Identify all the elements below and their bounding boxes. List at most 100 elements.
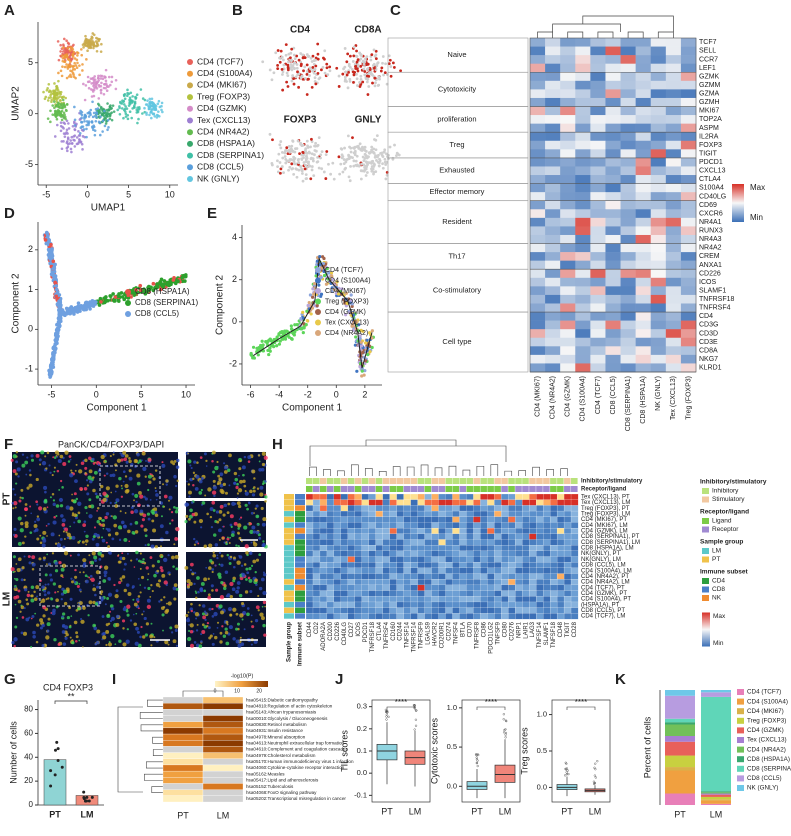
point <box>354 335 358 339</box>
cell <box>15 482 18 485</box>
heatmap-cell <box>459 510 467 518</box>
cell <box>250 564 254 567</box>
cell <box>172 565 175 568</box>
point <box>366 93 370 96</box>
annotation-cell <box>403 486 411 492</box>
heatmap-cell <box>556 510 565 518</box>
cell <box>232 637 236 641</box>
cell <box>209 515 213 519</box>
point <box>289 63 293 66</box>
point <box>60 96 64 100</box>
cell <box>218 538 221 541</box>
heatmap-cell <box>635 312 652 321</box>
point <box>299 52 303 55</box>
heatmap-cell <box>575 260 591 270</box>
cell <box>198 644 203 649</box>
cell <box>104 603 107 606</box>
heatmap-cell <box>305 539 314 546</box>
cell <box>228 484 231 487</box>
heatmap-cell <box>326 533 335 540</box>
cell <box>146 598 151 603</box>
point <box>381 155 385 158</box>
heatmap-cell <box>556 550 565 557</box>
group-label: Resident <box>442 217 473 226</box>
heatmap-cell <box>354 499 363 506</box>
cell <box>243 525 248 530</box>
cell <box>167 643 170 646</box>
cell <box>61 630 66 634</box>
point <box>147 284 151 289</box>
point <box>113 295 118 299</box>
point <box>364 174 368 177</box>
heatmap-cell <box>529 539 537 546</box>
cell <box>175 465 180 469</box>
point <box>290 162 294 166</box>
heatmap-cell <box>680 337 697 347</box>
annotation-cell <box>333 478 341 484</box>
cell <box>38 557 42 561</box>
cell <box>105 486 110 491</box>
cell <box>118 560 122 564</box>
cell <box>135 612 138 615</box>
point <box>95 87 99 90</box>
heatmap-cell <box>590 234 606 244</box>
point <box>124 105 127 108</box>
heatmap-cell <box>424 550 432 557</box>
heatmap-cell <box>680 115 697 124</box>
point <box>336 292 341 296</box>
point <box>369 58 373 62</box>
heatmap-cell <box>403 527 411 535</box>
point <box>71 55 75 58</box>
cell <box>232 607 237 612</box>
heatmap-cell <box>530 217 546 227</box>
heatmap-cell <box>665 277 682 287</box>
cell <box>187 611 190 614</box>
cell <box>93 555 98 560</box>
cell <box>112 451 115 454</box>
cell <box>122 556 126 561</box>
heatmap-cell <box>530 166 546 176</box>
cell <box>193 460 197 464</box>
column-label: CD44 <box>307 621 313 637</box>
heatmap-cell <box>560 363 576 373</box>
cell <box>101 615 105 618</box>
cell <box>262 600 267 605</box>
cell <box>129 619 133 622</box>
cell <box>198 479 203 484</box>
point <box>81 69 84 72</box>
point <box>352 54 356 58</box>
point <box>295 66 299 70</box>
annotation-cell <box>550 478 557 484</box>
point <box>130 116 134 120</box>
point <box>299 76 303 79</box>
cell <box>158 579 162 583</box>
cell <box>44 490 47 494</box>
cell <box>136 481 141 486</box>
gene-label: ICOS <box>699 279 716 286</box>
point <box>346 86 350 90</box>
heatmap-cell <box>424 516 432 523</box>
heatmap-cell <box>605 277 621 287</box>
point <box>291 150 295 153</box>
point <box>383 157 387 161</box>
heatmap-cell <box>431 499 439 506</box>
point <box>105 108 109 112</box>
heatmap-cell <box>545 217 561 227</box>
cell <box>169 522 172 525</box>
cell <box>176 458 180 463</box>
heatmap-cell <box>340 545 349 552</box>
heatmap-cell <box>361 539 370 546</box>
cell <box>189 508 193 513</box>
heatmap-cell <box>445 510 453 518</box>
point <box>64 96 67 100</box>
point <box>370 329 374 333</box>
heatmap-cell <box>530 89 546 99</box>
point <box>83 113 87 117</box>
point <box>59 43 62 47</box>
heatmap-cell <box>570 550 579 557</box>
column-label: PDCD1 <box>363 621 369 642</box>
cell <box>260 506 264 510</box>
heatmap-cell <box>424 522 432 529</box>
heatmap-cell <box>445 499 453 506</box>
heatmap-cell <box>575 312 591 321</box>
